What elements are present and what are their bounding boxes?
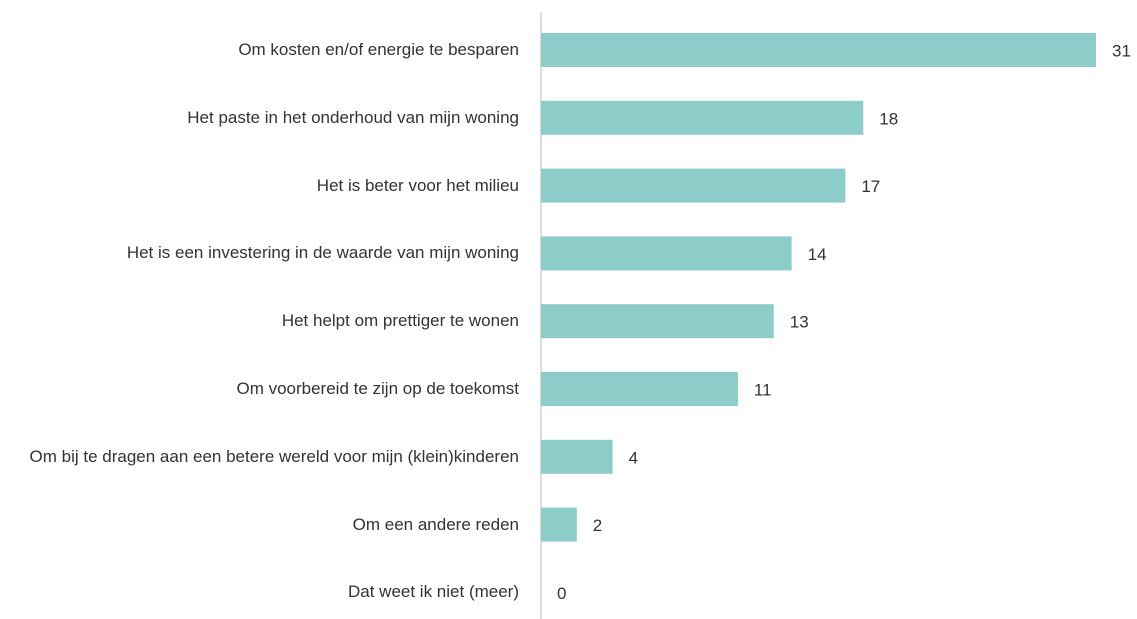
value-label: 2 (593, 516, 602, 535)
bar (541, 372, 738, 406)
category-label: Om bij te dragen aan een betere wereld v… (29, 446, 519, 466)
value-label: 31 (1112, 41, 1131, 60)
value-label: 11 (754, 380, 772, 399)
category-label: Om voorbereid te zijn op de toekomst (236, 379, 519, 398)
value-label: 0 (557, 584, 566, 603)
category-label: Het is beter voor het milieu (316, 175, 519, 195)
bar (541, 439, 613, 474)
category-label: Dat weet ik niet (meer) (348, 582, 519, 602)
category-label: Het paste in het onderhoud van mijn woni… (187, 107, 519, 127)
category-label: Om een andere reden (352, 514, 519, 534)
bar (541, 168, 846, 203)
bar (541, 304, 774, 339)
bar (541, 100, 864, 135)
value-label: 4 (629, 448, 638, 467)
bar (541, 507, 577, 542)
value-label: 13 (790, 313, 809, 332)
bar (541, 33, 1096, 67)
value-label: 14 (808, 245, 827, 264)
category-label: Het helpt om prettiger te wonen (281, 311, 519, 331)
value-label: 18 (879, 109, 898, 128)
bar (541, 236, 792, 271)
value-label: 17 (861, 177, 880, 196)
category-label: Het is een investering in de waarde van … (126, 243, 519, 263)
category-label: Om kosten en/of energie te besparen (238, 40, 519, 59)
